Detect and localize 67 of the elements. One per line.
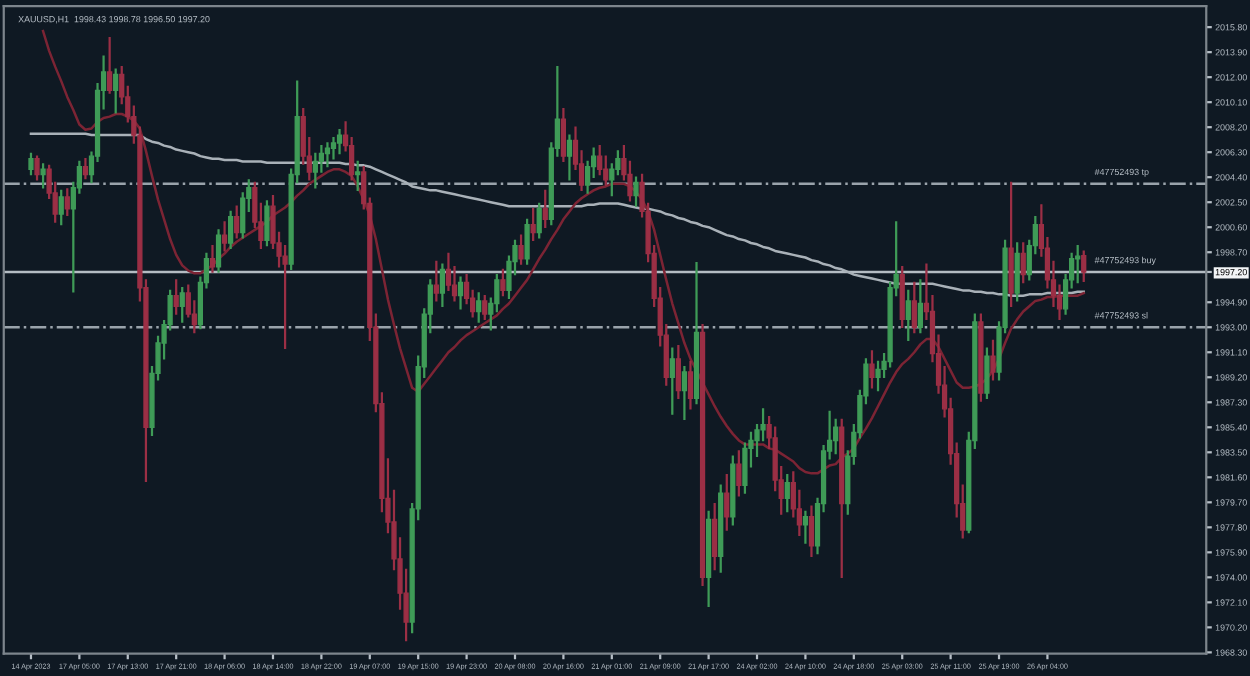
candlestick [106, 36, 113, 94]
candlestick [687, 360, 694, 410]
candlestick [542, 189, 548, 228]
candlestick [905, 289, 911, 342]
candlestick [433, 260, 439, 302]
candlestick [990, 339, 996, 381]
candlestick [330, 137, 337, 160]
candlestick [560, 108, 567, 163]
line-series [41, 29, 1085, 475]
candlestick [518, 234, 524, 265]
candlestick [336, 129, 343, 155]
candlestick [669, 347, 675, 415]
candlestick [215, 229, 222, 273]
candlestick [113, 68, 119, 114]
candlestick [699, 323, 706, 586]
candlestick [1014, 242, 1020, 302]
candlestick [802, 510, 809, 544]
candlestick [1081, 250, 1087, 282]
candlestick [730, 455, 736, 526]
candlestick [324, 142, 331, 168]
candlestick [984, 347, 990, 400]
candlestick [633, 176, 639, 207]
candlestick [82, 158, 89, 180]
candlestick [64, 188, 70, 217]
candlestick [784, 473, 790, 513]
candlestick [500, 268, 506, 297]
candlestick [808, 505, 815, 557]
candlestick [264, 200, 270, 247]
candlestick [911, 281, 917, 334]
candlestick [355, 160, 361, 192]
candlestick [712, 502, 718, 571]
candlestick [1008, 181, 1014, 307]
candlestick [833, 418, 839, 455]
candlestick [530, 208, 536, 242]
candlestick [58, 189, 64, 226]
candlestick [693, 262, 700, 405]
candlestick [234, 205, 240, 239]
candlestick [1075, 244, 1081, 284]
candlestick [681, 366, 688, 421]
candlestick [899, 266, 905, 328]
candlestick [875, 360, 881, 392]
candlestick [705, 510, 712, 608]
candlestick [221, 221, 228, 252]
candlestick [724, 473, 730, 531]
candlestick [736, 450, 742, 497]
candlestick [179, 287, 185, 323]
candlestick [228, 210, 234, 249]
candlestick [718, 484, 724, 573]
candlestick [978, 313, 984, 402]
candlestick [1020, 242, 1026, 284]
candlestick [566, 134, 573, 181]
candlestick [675, 344, 681, 400]
candlestick [457, 276, 464, 310]
candlestick [869, 350, 875, 389]
candlestick [173, 279, 179, 315]
candlestick [524, 218, 530, 265]
candlestick [439, 263, 446, 307]
candlestick [40, 163, 46, 189]
candlestick [917, 279, 924, 334]
candlestick [312, 152, 318, 189]
candlestick [476, 292, 482, 323]
candlestick [482, 294, 488, 321]
candlestick [209, 244, 216, 273]
candlestick [839, 418, 845, 579]
candlestick [536, 202, 542, 239]
candlestick [28, 152, 34, 176]
candlestick [34, 155, 40, 181]
